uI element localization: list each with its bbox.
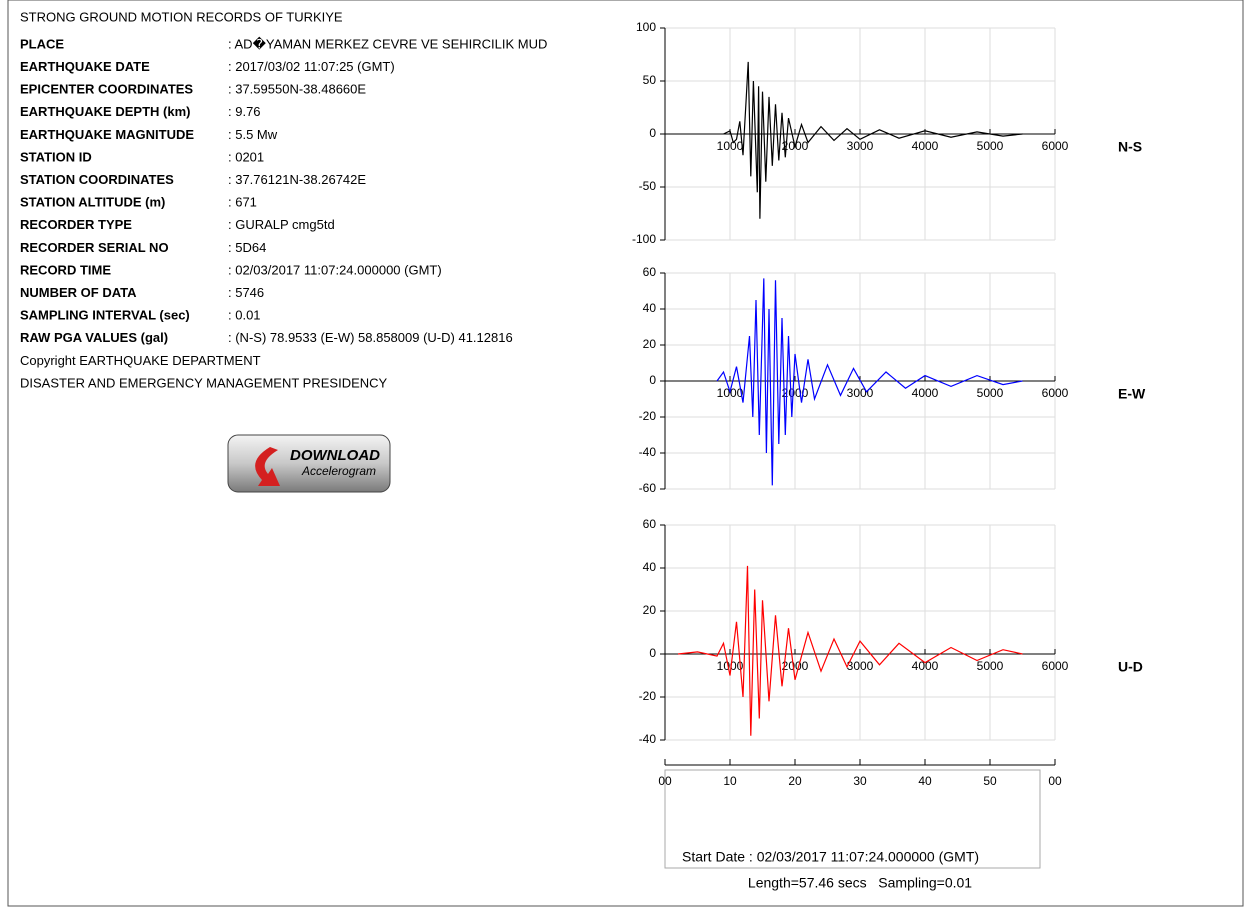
field-label: EPICENTER COORDINATES [20, 82, 193, 97]
field-value: : 5746 [228, 285, 264, 300]
y-tick-label: -50 [639, 179, 657, 193]
y-tick-label: 0 [649, 646, 656, 660]
y-tick-label: -40 [639, 732, 657, 746]
time-tick-label: 30 [853, 774, 867, 788]
y-tick-label: -20 [639, 409, 657, 423]
waveform [723, 61, 1023, 219]
x-tick-label: 2000 [782, 659, 809, 673]
field-value: : 0201 [228, 149, 264, 164]
field-value: : AD�YAMAN MERKEZ CEVRE VE SEHIRCILIK MU… [228, 36, 547, 51]
field-label: SAMPLING INTERVAL (sec) [20, 308, 190, 323]
channel-label: N-S [1118, 139, 1142, 155]
x-tick-label: 3000 [847, 139, 874, 153]
field-label: STATION COORDINATES [20, 172, 174, 187]
field-value: : 0.01 [228, 308, 261, 323]
field-value: : 37.59550N-38.48660E [228, 82, 366, 97]
field-label: EARTHQUAKE MAGNITUDE [20, 127, 194, 142]
note: Copyright EARTHQUAKE DEPARTMENT [20, 353, 261, 368]
time-tick-label: 10 [723, 774, 737, 788]
field-value: : 37.76121N-38.26742E [228, 172, 366, 187]
field-label: EARTHQUAKE DEPTH (km) [20, 104, 190, 119]
y-tick-label: 60 [643, 265, 657, 279]
y-tick-label: 20 [643, 603, 657, 617]
y-tick-label: -60 [639, 481, 657, 495]
fields: PLACE : AD�YAMAN MERKEZ CEVRE VE SEHIRCIL… [20, 36, 547, 345]
field-label: NUMBER OF DATA [20, 285, 137, 300]
y-tick-label: 0 [649, 126, 656, 140]
y-tick-label: 40 [643, 560, 657, 574]
field-label: PLACE [20, 36, 64, 51]
field-value: : (N-S) 78.9533 (E-W) 58.858009 (U-D) 41… [228, 330, 513, 345]
x-tick-label: 5000 [977, 139, 1004, 153]
x-tick-label: 6000 [1042, 659, 1069, 673]
field-label: EARTHQUAKE DATE [20, 59, 150, 74]
field-label: RECORD TIME [20, 262, 111, 277]
field-label: STATION ID [20, 149, 92, 164]
waveform [716, 278, 1023, 486]
x-tick-label: 6000 [1042, 139, 1069, 153]
x-tick-label: 3000 [847, 659, 874, 673]
channel-label: E-W [1118, 386, 1146, 402]
field-label: STATION ALTITUDE (m) [20, 195, 165, 210]
note: DISASTER AND EMERGENCY MANAGEMENT PRESID… [20, 375, 388, 390]
download-button[interactable]: DOWNLOAD Accelerogram [227, 434, 391, 493]
field-label: RAW PGA VALUES (gal) [20, 330, 168, 345]
x-tick-label: 4000 [912, 139, 939, 153]
field-value: : 671 [228, 195, 257, 210]
frame [7, 0, 1244, 907]
x-tick-label: 2000 [782, 386, 809, 400]
start-date: Start Date : 02/03/2017 11:07:24.000000 … [682, 849, 979, 865]
channel-label: U-D [1118, 659, 1143, 675]
time-tick-label: 50 [983, 774, 997, 788]
field-value: : 02/03/2017 11:07:24.000000 (GMT) [228, 262, 442, 277]
field-value: : 5D64 [228, 240, 266, 255]
page-title: STRONG GROUND MOTION RECORDS OF TURKIYE [20, 9, 343, 24]
x-tick-label: 4000 [912, 386, 939, 400]
y-tick-label: 0 [649, 373, 656, 387]
time-tick-label: 00 [1048, 774, 1062, 788]
field-value: : GURALP cmg5td [228, 217, 335, 232]
waveform [677, 565, 1023, 736]
x-tick-label: 6000 [1042, 386, 1069, 400]
y-tick-label: 100 [636, 20, 656, 34]
y-tick-label: 60 [643, 517, 657, 531]
button-title[interactable]: DOWNLOAD [290, 447, 380, 464]
x-tick-label: 3000 [847, 386, 874, 400]
x-tick-label: 1000 [717, 659, 744, 673]
y-tick-label: -20 [639, 689, 657, 703]
y-tick-label: 50 [643, 73, 657, 87]
x-tick-label: 1000 [717, 139, 744, 153]
y-tick-label: 40 [643, 301, 657, 315]
field-label: RECORDER SERIAL NO [20, 240, 169, 255]
field-label: RECORDER TYPE [20, 217, 132, 232]
length-info: Length=57.46 secs Sampling=0.01 [748, 875, 972, 891]
x-tick-label: 4000 [912, 659, 939, 673]
field-value: : 2017/03/02 11:07:25 (GMT) [228, 59, 395, 74]
time-tick-label: 40 [918, 774, 932, 788]
time-tick-label: 00 [658, 774, 672, 788]
time-tick-label: 20 [788, 774, 802, 788]
field-value: : 5.5 Mw [228, 127, 278, 142]
x-tick-label: 5000 [977, 386, 1004, 400]
field-value: : 9.76 [228, 104, 261, 119]
y-tick-label: -40 [639, 445, 657, 459]
button-subtitle[interactable]: Accelerogram [301, 464, 376, 478]
y-tick-label: -100 [632, 232, 656, 246]
button-icon[interactable] [255, 447, 280, 486]
footer-box [664, 769, 1041, 869]
x-tick-label: 5000 [977, 659, 1004, 673]
y-tick-label: 20 [643, 337, 657, 351]
